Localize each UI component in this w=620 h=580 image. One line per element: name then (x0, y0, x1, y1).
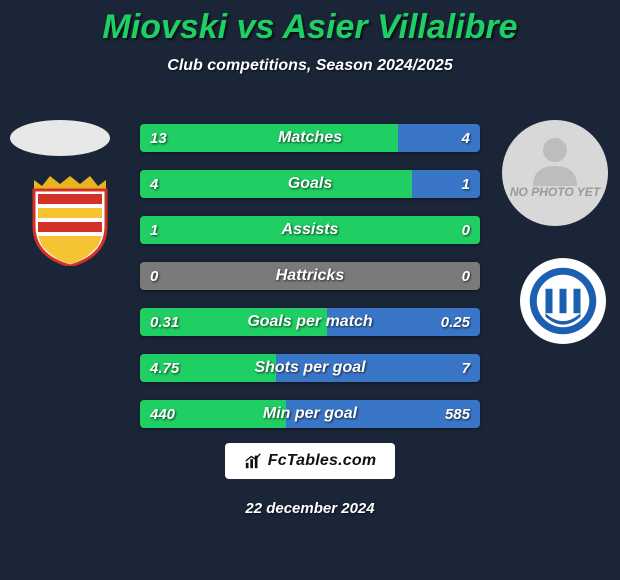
bar-label: Goals (140, 170, 480, 198)
player1-club-badge (20, 176, 120, 266)
bar-row: 1Assists0 (140, 216, 480, 244)
bar-label: Hattricks (140, 262, 480, 290)
bar-row: 4Goals1 (140, 170, 480, 198)
subtitle: Club competitions, Season 2024/2025 (0, 57, 620, 75)
chart-icon (244, 452, 262, 470)
bar-value-right: 0.25 (441, 308, 470, 336)
brand-text: FcTables.com (268, 452, 377, 470)
bar-row: 0Hattricks0 (140, 262, 480, 290)
comparison-bars: 13Matches44Goals11Assists00Hattricks00.3… (140, 124, 480, 446)
footer-date: 22 december 2024 (0, 500, 620, 517)
bar-label: Assists (140, 216, 480, 244)
bar-label: Goals per match (140, 308, 480, 336)
bar-label: Min per goal (140, 400, 480, 428)
bar-row: 4.75Shots per goal7 (140, 354, 480, 382)
page-title: Miovski vs Asier Villalibre (0, 0, 620, 47)
bar-value-right: 585 (445, 400, 470, 428)
bar-label: Matches (140, 124, 480, 152)
brand-badge: FcTables.com (225, 443, 395, 479)
title-vs: vs (227, 8, 282, 46)
player1-avatar (10, 120, 110, 156)
bar-value-right: 0 (462, 216, 470, 244)
bar-label: Shots per goal (140, 354, 480, 382)
bar-value-right: 7 (462, 354, 470, 382)
bar-value-right: 4 (462, 124, 470, 152)
bar-row: 13Matches4 (140, 124, 480, 152)
bar-value-right: 0 (462, 262, 470, 290)
player2-club-badge (520, 258, 606, 344)
title-player2: Asier Villalibre (283, 8, 518, 46)
bar-row: 440Min per goal585 (140, 400, 480, 428)
bar-row: 0.31Goals per match0.25 (140, 308, 480, 336)
title-player1: Miovski (102, 8, 227, 46)
bar-value-right: 1 (462, 170, 470, 198)
player2-avatar: NO PHOTO YET (502, 120, 608, 226)
no-photo-label: NO PHOTO YET (510, 186, 600, 199)
